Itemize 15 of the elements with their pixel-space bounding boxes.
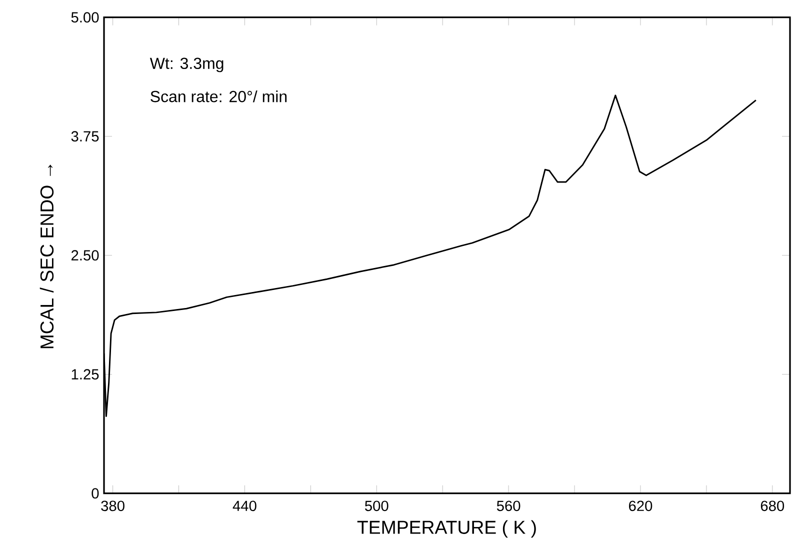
annotation: Scan rate: 20°/ min (150, 90, 287, 102)
y-tick-label: 0 (92, 488, 99, 499)
x-axis-title: TEMPERATURE ( K ) (357, 520, 536, 538)
x-tick-label: 620 (629, 500, 652, 512)
y-axis-title: MCAL / SEC ENDO → (40, 164, 54, 348)
x-tick-label: 380 (101, 500, 124, 512)
y-tick-label: 1.25 (72, 369, 99, 380)
y-tick-label: 5.00 (71, 12, 99, 23)
annotation: Wt: 3.3mg (150, 58, 224, 72)
x-tick-label: 680 (760, 500, 784, 512)
x-tick-label: 560 (496, 500, 520, 512)
x-tick-label: 440 (232, 500, 256, 512)
x-tick-label: 500 (364, 500, 388, 512)
y-tick-label: 3.75 (71, 131, 99, 142)
y-tick-label: 2.50 (71, 250, 99, 261)
